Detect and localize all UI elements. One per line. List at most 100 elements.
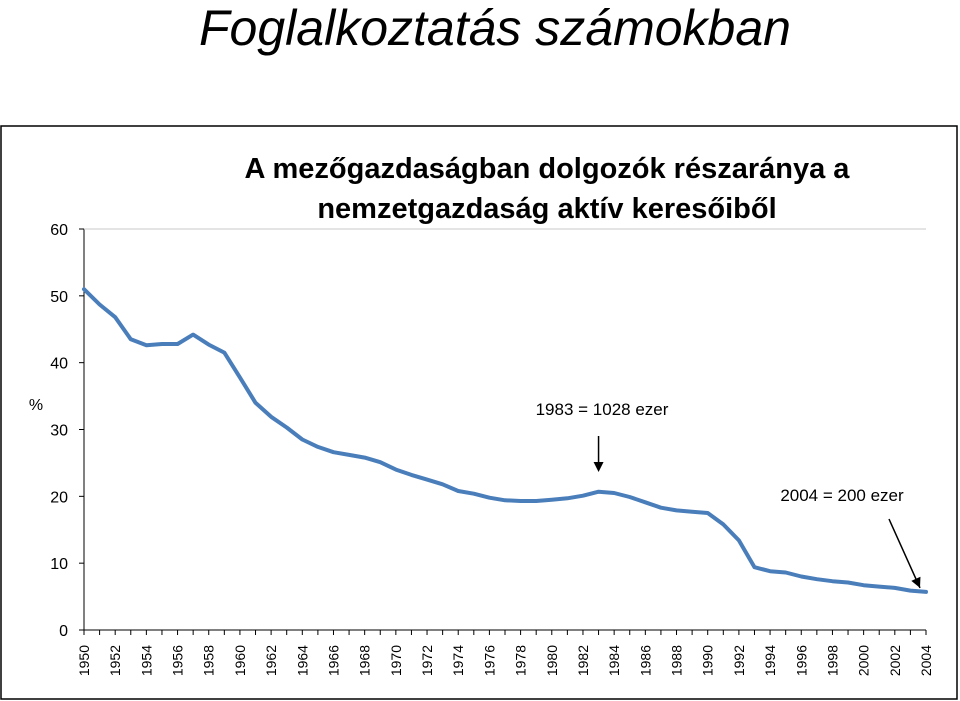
axes: 0 10 20 30 40 50 60 1950 1952 1954 1956 1958 1960 196… <box>50 222 934 676</box>
x-tick-label: 1970 <box>388 645 404 676</box>
data-point <box>862 583 866 587</box>
x-tick-label: 1960 <box>232 645 248 676</box>
data-point <box>300 438 304 442</box>
slide-title: Foglalkoztatás számokban <box>199 0 791 56</box>
data-point <box>207 343 211 347</box>
data-point <box>331 450 335 454</box>
x-tick-label: 2000 <box>856 645 872 676</box>
data-point <box>737 538 741 542</box>
data-point <box>269 415 273 419</box>
data-point <box>924 590 928 594</box>
x-tick-label: 1974 <box>450 645 466 676</box>
x-tick-label: 1992 <box>731 645 747 676</box>
data-point <box>456 489 460 493</box>
x-tick-label: 1982 <box>575 645 591 676</box>
data-point <box>238 375 242 379</box>
data-point <box>347 453 351 457</box>
data-point <box>176 342 180 346</box>
data-point <box>877 585 881 589</box>
series-line <box>82 287 928 594</box>
x-tick-label: 1964 <box>294 645 310 676</box>
annotation-2004-arrowhead <box>911 576 921 588</box>
x-tick-label: 1956 <box>170 645 186 676</box>
data-point <box>721 522 725 526</box>
data-point <box>612 491 616 495</box>
y-tick-label: 20 <box>50 489 68 506</box>
data-point <box>129 337 133 341</box>
data-point <box>908 589 912 593</box>
x-tick-label: 1990 <box>700 645 716 676</box>
data-point <box>425 478 429 482</box>
data-point <box>316 445 320 449</box>
data-point <box>784 571 788 575</box>
x-tick-label: 1988 <box>669 645 685 676</box>
y-tick-label: 50 <box>50 289 68 306</box>
data-point <box>675 508 679 512</box>
data-point <box>534 499 538 503</box>
data-point <box>565 496 569 500</box>
x-tick-label: 2002 <box>887 645 903 676</box>
annotation-1983-text: 1983 = 1028 ezer <box>536 400 669 419</box>
y-tick-label: 40 <box>50 356 68 373</box>
x-tick-label: 1954 <box>138 645 154 676</box>
data-point <box>768 569 772 573</box>
annotation-2004-text: 2004 = 200 ezer <box>780 486 904 505</box>
x-tick-label: 1978 <box>513 645 529 676</box>
data-point <box>815 577 819 581</box>
data-point <box>893 586 897 590</box>
x-tick-label: 1958 <box>201 645 217 676</box>
data-point <box>690 510 694 514</box>
annotation-1983-arrowhead <box>593 462 604 472</box>
chart-title-line-2: nemzetgazdaság aktív keresőiből <box>317 193 776 225</box>
x-tick-label: 1952 <box>107 645 123 676</box>
y-axis-label: % <box>29 397 43 414</box>
data-point <box>394 468 398 472</box>
data-point <box>113 315 117 319</box>
x-tick-label: 1976 <box>481 645 497 676</box>
data-point <box>550 498 554 502</box>
data-point <box>643 500 647 504</box>
data-point <box>363 456 367 460</box>
x-tick-label: 1968 <box>357 645 373 676</box>
data-point <box>98 303 102 307</box>
data-point <box>487 496 491 500</box>
data-point <box>752 565 756 569</box>
x-tick-label: 1962 <box>263 645 279 676</box>
chart-frame <box>0 125 958 700</box>
data-point <box>503 498 507 502</box>
x-tick-label: 1972 <box>419 645 435 676</box>
data-point <box>519 499 523 503</box>
data-point <box>799 575 803 579</box>
y-tick-label: 10 <box>50 556 68 573</box>
data-point <box>409 473 413 477</box>
data-point <box>597 490 601 494</box>
x-tick-label: 1984 <box>606 645 622 676</box>
data-point <box>706 511 710 515</box>
data-point <box>285 425 289 429</box>
data-point <box>581 494 585 498</box>
x-tick-label: 1996 <box>793 645 809 676</box>
data-point <box>82 287 86 291</box>
data-point <box>191 333 195 337</box>
x-tick-label: 2004 <box>918 645 934 676</box>
x-tick-label: 1994 <box>762 645 778 676</box>
x-tick-label: 1986 <box>637 645 653 676</box>
y-tick-label: 0 <box>59 623 68 640</box>
y-tick-label: 60 <box>50 222 68 239</box>
x-tick-label: 1998 <box>824 645 840 676</box>
data-point <box>378 460 382 464</box>
data-point <box>846 581 850 585</box>
data-point <box>144 343 148 347</box>
data-point <box>659 506 663 510</box>
x-tick-label: 1980 <box>544 645 560 676</box>
x-tick-label: 1950 <box>76 645 92 676</box>
x-tick-label: 1966 <box>325 645 341 676</box>
data-point <box>222 351 226 355</box>
y-tick-label: 30 <box>50 423 68 440</box>
data-point <box>628 495 632 499</box>
annotations: 1983 = 1028 ezer 2004 = 200 ezer <box>536 400 921 589</box>
data-point <box>830 579 834 583</box>
data-point <box>160 342 164 346</box>
data-point <box>472 492 476 496</box>
